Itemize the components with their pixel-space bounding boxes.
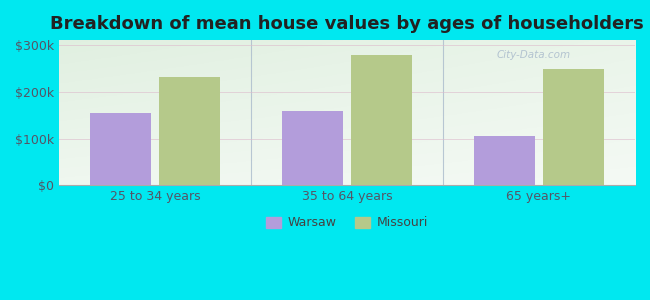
- Title: Breakdown of mean house values by ages of householders: Breakdown of mean house values by ages o…: [50, 15, 644, 33]
- Bar: [281, 111, 343, 185]
- Bar: [159, 77, 220, 185]
- Text: City-Data.com: City-Data.com: [497, 50, 571, 60]
- Bar: [543, 69, 604, 185]
- Bar: [474, 136, 535, 185]
- Bar: [90, 113, 151, 185]
- Legend: Warsaw, Missouri: Warsaw, Missouri: [261, 212, 433, 235]
- Bar: [351, 55, 412, 185]
